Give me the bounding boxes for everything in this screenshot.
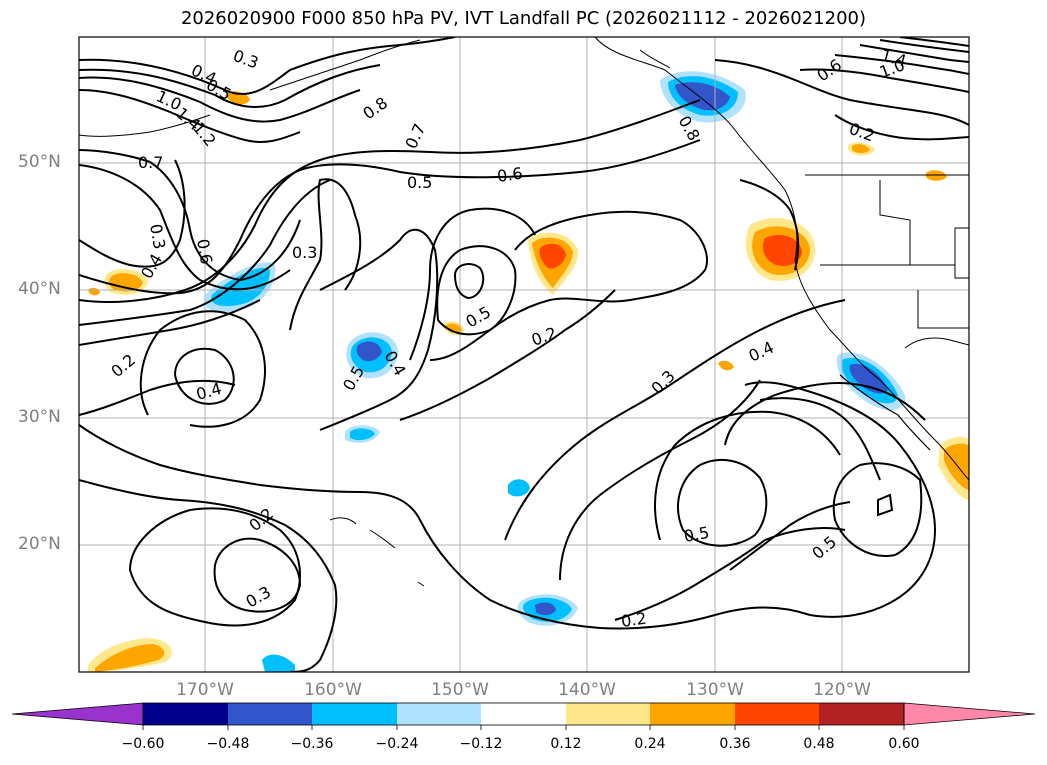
colorbar-tick-label: 0.48: [803, 736, 835, 752]
colorbar-tick-label: −0.60: [121, 736, 165, 752]
colorbar-extend-max: [903, 702, 1036, 726]
colorbar-tick-label: 0.12: [550, 736, 582, 752]
colorbar-tick-label: 0.36: [719, 736, 751, 752]
contour-label: 0.3: [146, 222, 169, 250]
colorbar-segment: [481, 703, 566, 725]
contour-label: 0.7: [138, 153, 163, 172]
lon-label: 150°W: [431, 680, 489, 700]
colorbar-extend-min: [11, 702, 144, 726]
colorbar-segment: [735, 703, 819, 725]
colorbar-segment: [650, 703, 735, 725]
contour-label: 0.5: [682, 523, 710, 546]
contour-lines: [79, 37, 969, 672]
colorbar: [11, 702, 1036, 730]
colorbar-tick-label: −0.24: [375, 736, 419, 752]
contour-label: 0.5: [407, 173, 432, 192]
colorbar-segment: [143, 703, 228, 725]
lat-label: 40°N: [18, 279, 61, 299]
colorbar-segment: [397, 703, 481, 725]
colorbar-segment: [566, 703, 650, 725]
colorbar-segment: [312, 703, 397, 725]
contour-label: 0.6: [193, 237, 216, 265]
colorbar-segment: [819, 703, 904, 725]
colorbar-tick-label: 0.60: [888, 736, 920, 752]
colorbar-tick-label: −0.12: [459, 736, 503, 752]
colorbar-tick-label: −0.48: [206, 736, 250, 752]
contour-label: 0.3: [292, 243, 317, 262]
colorbar-tick-label: −0.36: [290, 736, 334, 752]
map-frame: [78, 36, 970, 673]
lon-label: 140°W: [558, 680, 616, 700]
contour-label: 0.2: [620, 609, 648, 631]
lon-label: 160°W: [304, 680, 362, 700]
lon-label: 130°W: [686, 680, 744, 700]
chart-title: 2026020900 F000 850 hPa PV, IVT Landfall…: [180, 8, 867, 29]
lon-label: 120°W: [813, 680, 871, 700]
lat-label: 20°N: [18, 534, 61, 554]
colorbar-tick-label: 0.24: [634, 736, 666, 752]
colorbar-segment: [228, 703, 312, 725]
lat-label: 30°N: [18, 407, 61, 427]
contour-label: 0.6: [496, 164, 524, 186]
lon-label: 170°W: [176, 680, 234, 700]
lat-label: 50°N: [18, 152, 61, 172]
